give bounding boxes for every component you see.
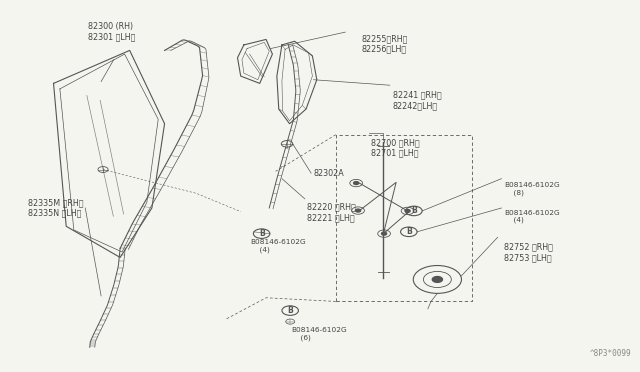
Text: B: B (259, 229, 264, 238)
Text: B: B (406, 227, 412, 236)
Text: 82302A: 82302A (314, 169, 344, 178)
Circle shape (432, 276, 442, 282)
Circle shape (354, 182, 358, 185)
Text: ^8P3*0099: ^8P3*0099 (589, 349, 631, 358)
Text: 82335M 〈RH〉
82335N 〈LH〉: 82335M 〈RH〉 82335N 〈LH〉 (28, 198, 84, 218)
Text: B08146-6102G
    (6): B08146-6102G (6) (291, 327, 347, 341)
Text: B08146-6102G
    (8): B08146-6102G (8) (504, 182, 559, 196)
Text: B: B (287, 306, 293, 315)
Circle shape (381, 232, 387, 235)
Text: 82220 〈RH〉
82221 〈LH〉: 82220 〈RH〉 82221 〈LH〉 (307, 202, 356, 222)
Circle shape (405, 209, 410, 212)
Text: B08146-6102G
    (4): B08146-6102G (4) (504, 210, 559, 223)
Text: 82255〈RH〉
82256〈LH〉: 82255〈RH〉 82256〈LH〉 (361, 34, 408, 53)
Text: 82752 〈RH〉
82753 〈LH〉: 82752 〈RH〉 82753 〈LH〉 (504, 243, 553, 262)
Text: B08146-6102G
    (4): B08146-6102G (4) (250, 239, 306, 253)
Text: B: B (411, 206, 417, 215)
Text: 82241 〈RH〉
82242〈LH〉: 82241 〈RH〉 82242〈LH〉 (393, 91, 442, 110)
Text: 82700 〈RH〉
82701 〈LH〉: 82700 〈RH〉 82701 〈LH〉 (371, 138, 419, 158)
Text: 82300 (RH)
82301 〈LH〉: 82300 (RH) 82301 〈LH〉 (88, 22, 136, 41)
Circle shape (356, 209, 360, 212)
